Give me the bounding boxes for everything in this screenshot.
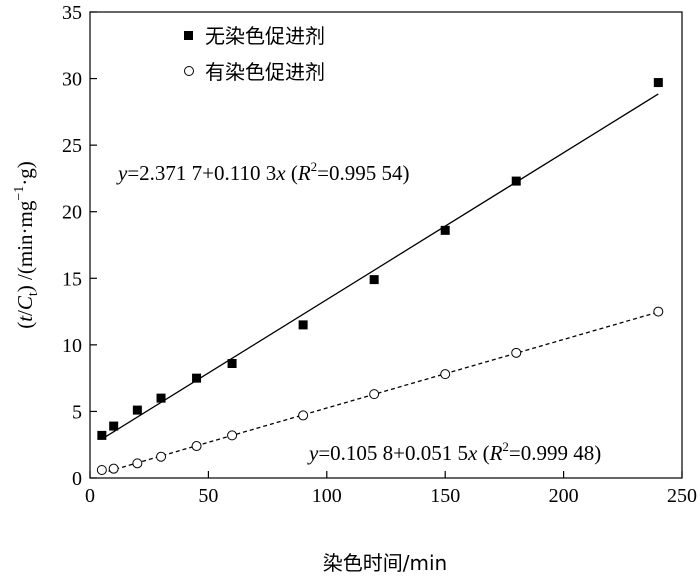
fit-line-series-2 bbox=[101, 311, 659, 474]
data-point-series-1 bbox=[369, 275, 379, 285]
y-tick-label: 35 bbox=[62, 2, 82, 24]
data-point-series-1 bbox=[440, 225, 450, 235]
legend: 无染色促进剂 有染色促进剂 bbox=[184, 24, 325, 84]
y-tick-label: 25 bbox=[62, 135, 82, 157]
data-point-series-2 bbox=[653, 306, 664, 317]
x-tick-label: 250 bbox=[667, 485, 697, 507]
x-tick-label: 50 bbox=[198, 485, 218, 507]
x-tick-label: 200 bbox=[549, 485, 579, 507]
legend-marker-series-2 bbox=[184, 66, 194, 76]
y-tick-label: 5 bbox=[72, 401, 82, 423]
plot-border bbox=[89, 11, 683, 479]
legend-label-series-2: 有染色促进剂 bbox=[205, 60, 325, 84]
data-point-series-2 bbox=[191, 441, 202, 452]
data-point-series-1 bbox=[132, 405, 142, 415]
data-point-series-2 bbox=[227, 430, 238, 441]
data-point-series-2 bbox=[132, 458, 143, 469]
y-tick-label: 15 bbox=[62, 268, 82, 290]
data-point-series-1 bbox=[653, 78, 663, 88]
data-markers bbox=[96, 78, 664, 476]
data-point-series-2 bbox=[298, 410, 309, 421]
x-tick-label: 100 bbox=[312, 485, 342, 507]
x-tick-label: 150 bbox=[430, 485, 460, 507]
fit-line-series-1 bbox=[101, 93, 659, 440]
data-point-series-1 bbox=[298, 320, 308, 330]
equation-series-2: y=0.105 8+0.051 5x (R2=0.999 48) bbox=[307, 439, 601, 465]
y-tick-label: 20 bbox=[62, 202, 82, 224]
x-tick-label: 0 bbox=[85, 485, 95, 507]
data-point-series-1 bbox=[97, 430, 107, 440]
y-tick-label: 10 bbox=[62, 335, 82, 357]
y-tick-label: 0 bbox=[72, 468, 82, 490]
data-point-series-2 bbox=[108, 463, 119, 474]
data-point-series-1 bbox=[109, 421, 119, 431]
data-point-series-1 bbox=[156, 393, 166, 403]
legend-marker-series-1 bbox=[184, 31, 193, 40]
y-axis-label: (t/Ct) /(min·mg−1·g) bbox=[12, 161, 41, 329]
data-point-series-1 bbox=[227, 358, 237, 368]
legend-label-series-1: 无染色促进剂 bbox=[205, 24, 325, 48]
equation-series-1: y=2.371 7+0.110 3x (R2=0.995 54) bbox=[116, 159, 410, 185]
data-point-series-1 bbox=[192, 373, 202, 383]
data-point-series-2 bbox=[369, 389, 380, 400]
data-point-series-2 bbox=[96, 465, 107, 476]
data-point-series-2 bbox=[440, 369, 451, 380]
data-point-series-1 bbox=[511, 176, 521, 186]
axis-ticks: 0 50 100 150 200 250 0 5 10 15 20 25 30 35 bbox=[62, 2, 697, 507]
y-tick-label: 30 bbox=[62, 69, 82, 91]
x-axis-label: 染色时间/min bbox=[323, 551, 447, 575]
plot-area bbox=[89, 11, 683, 479]
data-point-series-2 bbox=[511, 347, 522, 358]
data-point-series-2 bbox=[156, 451, 167, 462]
fit-lines bbox=[101, 93, 659, 474]
